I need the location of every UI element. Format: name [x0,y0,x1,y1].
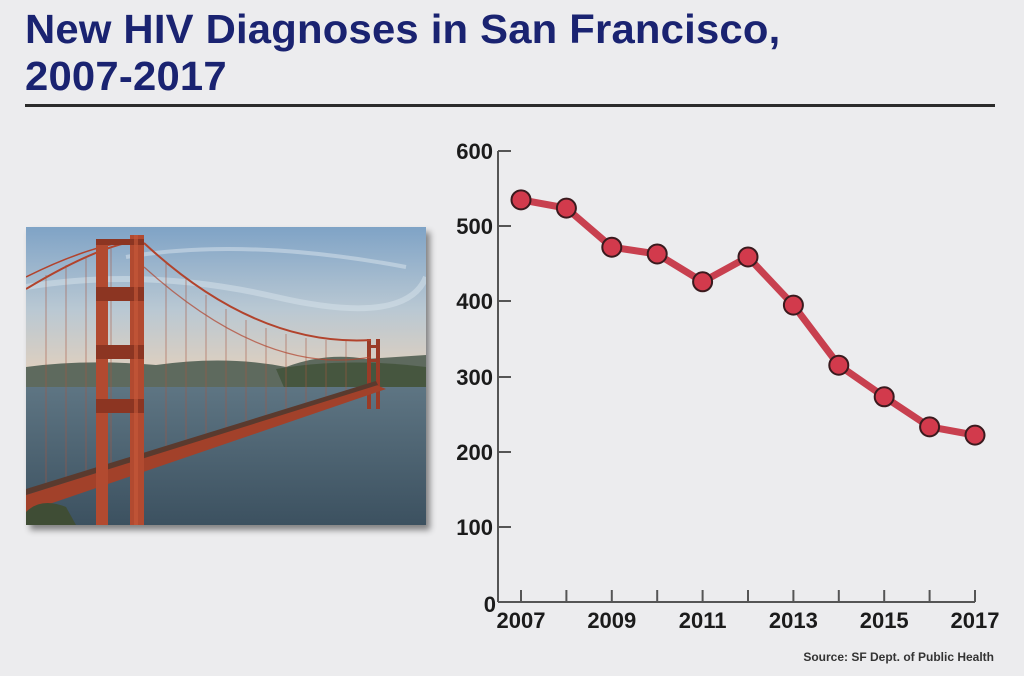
data-point-marker [692,271,714,293]
x-tick-label: 2011 [679,608,727,633]
y-tick-labels: 600 500 400 300 200 100 0 [456,139,496,617]
data-point-marker [782,294,804,316]
svg-text:600: 600 [456,139,493,164]
x-tick-labels: 2007 2009 2011 2013 2015 2017 [497,608,1000,633]
title-divider [25,104,995,107]
svg-text:500: 500 [456,214,493,239]
y-axis [497,150,511,602]
data-point-marker [555,197,577,219]
svg-text:0: 0 [484,592,496,617]
data-series [510,189,986,446]
data-point-marker [510,189,532,211]
page-title: New HIV Diagnoses in San Francisco, 2007… [25,6,780,100]
data-point-marker [737,246,759,268]
svg-text:300: 300 [456,365,493,390]
source-note: Source: SF Dept. of Public Health [803,650,994,664]
data-point-marker [601,236,623,258]
data-point-marker [828,354,850,376]
golden-gate-bridge-photo [26,227,426,525]
svg-text:200: 200 [456,440,493,465]
title-line-1: New HIV Diagnoses in San Francisco, [25,6,781,52]
svg-text:400: 400 [456,289,493,314]
data-point-marker [919,416,941,438]
x-tick-label: 2009 [587,608,636,633]
data-point-marker [964,424,986,446]
x-tick-label: 2013 [769,608,818,633]
x-tick-label: 2017 [951,608,1000,633]
x-tick-label: 2007 [497,608,546,633]
data-point-marker [646,243,668,265]
x-tick-label: 2015 [860,608,909,633]
x-axis [498,590,976,603]
svg-text:100: 100 [456,515,493,540]
series-line [520,196,976,439]
title-line-2: 2007-2017 [25,53,227,99]
data-point-marker [873,386,895,408]
